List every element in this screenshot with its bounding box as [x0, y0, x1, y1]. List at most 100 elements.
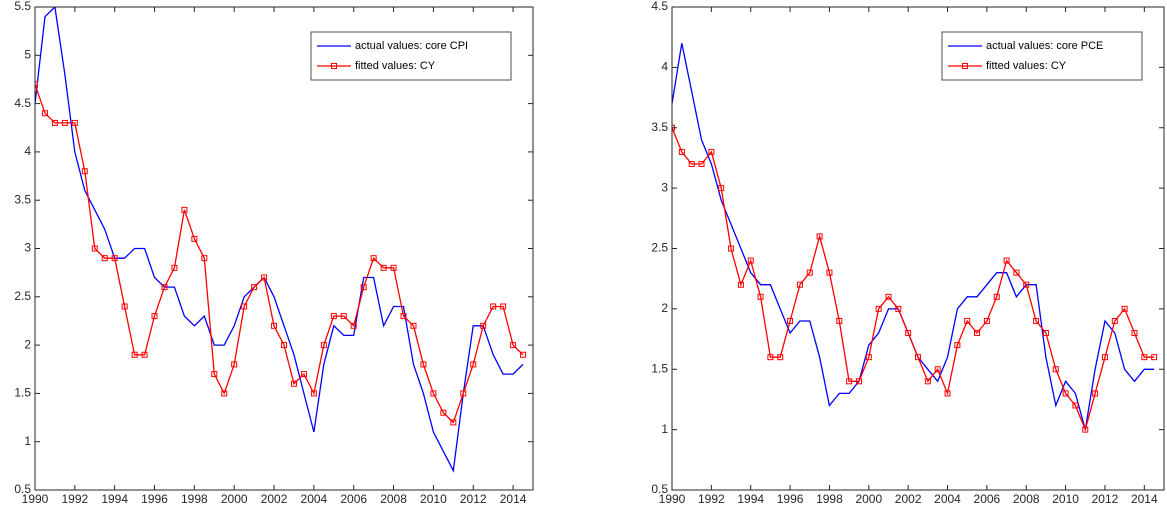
- marker: [121, 303, 128, 310]
- plot-area: [35, 7, 533, 490]
- marker: [678, 148, 685, 155]
- marker: [380, 264, 387, 271]
- marker: [905, 330, 912, 337]
- marker: [1121, 305, 1128, 312]
- marker: [964, 317, 971, 324]
- legend-label: actual values: core CPI: [355, 40, 468, 52]
- marker: [330, 313, 337, 320]
- marker: [35, 81, 38, 88]
- marker: [520, 351, 527, 358]
- x-tick-label: 2014: [500, 492, 527, 506]
- marker: [934, 366, 941, 373]
- y-tick-label: 2.5: [14, 289, 31, 303]
- y-tick-label: 4: [661, 60, 668, 74]
- marker: [400, 313, 407, 320]
- marker: [816, 233, 823, 240]
- marker: [71, 119, 78, 126]
- marker: [708, 148, 715, 155]
- marker: [191, 235, 198, 242]
- marker: [211, 371, 218, 378]
- x-tick-label: 1994: [101, 492, 128, 506]
- marker: [767, 354, 774, 361]
- marker: [777, 354, 784, 361]
- marker: [171, 264, 178, 271]
- marker: [181, 206, 188, 213]
- marker: [310, 390, 317, 397]
- legend-box: [310, 31, 512, 81]
- marker: [728, 245, 735, 252]
- marker: [350, 322, 357, 329]
- marker: [360, 284, 367, 291]
- marker: [983, 317, 990, 324]
- x-tick-label: 1990: [22, 492, 49, 506]
- marker: [924, 378, 931, 385]
- marker: [1023, 281, 1030, 288]
- x-tick-label: 2010: [1052, 492, 1079, 506]
- legend: actual values: core PCE fitted values: CY: [941, 31, 1143, 81]
- x-tick-label: 1996: [777, 492, 804, 506]
- y-tick-label: 4.5: [651, 0, 668, 13]
- x-tick-label: 2012: [1092, 492, 1119, 506]
- legend-label: fitted values: CY: [355, 60, 436, 72]
- marker: [390, 264, 397, 271]
- x-tick-label: 1994: [737, 492, 764, 506]
- marker: [826, 269, 833, 276]
- marker: [698, 160, 705, 167]
- marker: [300, 371, 307, 378]
- marker: [370, 255, 377, 262]
- y-tick-label: 1: [24, 434, 31, 448]
- marker: [1092, 390, 1099, 397]
- marker: [320, 342, 327, 349]
- marker: [1062, 390, 1069, 397]
- marker: [1131, 330, 1138, 337]
- plot-area: [672, 7, 1164, 490]
- marker: [510, 342, 517, 349]
- marker: [737, 281, 744, 288]
- x-tick-label: 2012: [460, 492, 487, 506]
- marker: [261, 274, 268, 281]
- legend-marker: [331, 63, 337, 69]
- legend-label: actual values: core PCE: [986, 40, 1103, 52]
- marker: [944, 390, 951, 397]
- marker: [91, 245, 98, 252]
- marker: [241, 303, 248, 310]
- legend-marker: [962, 63, 968, 69]
- marker: [81, 168, 88, 175]
- marker: [747, 257, 754, 264]
- marker: [875, 305, 882, 312]
- marker: [1013, 269, 1020, 276]
- marker: [221, 390, 228, 397]
- series-line: [35, 7, 524, 473]
- series-line: [672, 127, 1155, 432]
- y-tick-label: 5.5: [14, 0, 31, 13]
- series-line: [35, 84, 524, 424]
- marker: [1072, 402, 1079, 409]
- x-tick-label: 2008: [380, 492, 407, 506]
- marker: [111, 255, 118, 262]
- marker: [836, 317, 843, 324]
- marker: [141, 351, 148, 358]
- marker: [885, 293, 892, 300]
- x-tick-label: 2008: [1013, 492, 1040, 506]
- x-tick-label: 1990: [659, 492, 686, 506]
- y-tick-label: 3.5: [651, 120, 668, 134]
- x-tick-label: 1996: [141, 492, 168, 506]
- y-tick-label: 4: [24, 144, 31, 158]
- marker: [895, 305, 902, 312]
- marker: [1141, 354, 1148, 361]
- plot-content: [672, 43, 1158, 433]
- marker: [231, 361, 238, 368]
- x-tick-label: 2000: [855, 492, 882, 506]
- y-tick-label: 3: [661, 180, 668, 194]
- marker: [460, 390, 467, 397]
- chart-panel: 0.5 1 1.5 2 2.5 3 3.5 4 4.5 5 5.5 1990 1992 1994 1996 1…: [14, 0, 534, 506]
- marker: [340, 313, 347, 320]
- marker: [1151, 354, 1158, 361]
- marker: [490, 303, 497, 310]
- marker: [855, 378, 862, 385]
- marker: [480, 322, 487, 329]
- marker: [954, 342, 961, 349]
- x-tick-label: 2006: [974, 492, 1001, 506]
- marker: [420, 361, 427, 368]
